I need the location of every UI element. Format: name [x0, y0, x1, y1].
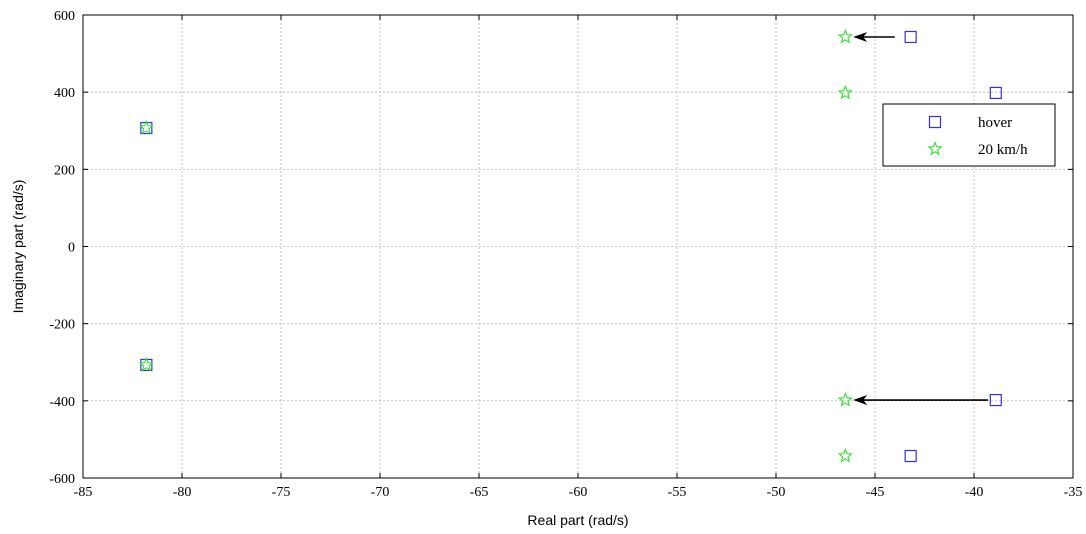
x-tick-label: -75 [272, 485, 291, 500]
legend-label: 20 km/h [978, 142, 1028, 158]
speed-20-point [138, 356, 154, 372]
legend-label: hover [978, 115, 1012, 131]
legend-box [882, 103, 1056, 167]
x-tick-label: -50 [767, 485, 786, 500]
x-tick-label: -80 [173, 485, 192, 500]
y-tick-label: 200 [54, 163, 75, 178]
axis-ticks: -85 -80 -75 -70 -65 -60 -55 -50 -45 -40 -35 -600 -40… [49, 9, 1082, 500]
y-tick-label: -600 [49, 472, 75, 487]
data-points [138, 28, 1002, 463]
hover-point [904, 449, 917, 463]
y-tick-label: 600 [54, 9, 75, 24]
y-tick-label: 400 [54, 86, 75, 101]
legend: hover 20 km/h [882, 103, 1056, 167]
hover-point [989, 393, 1002, 407]
x-tick-label: -70 [371, 485, 390, 500]
annotation-arrows [853, 31, 988, 406]
speed-20-point [837, 84, 853, 100]
x-tick-label: -85 [74, 485, 93, 500]
x-tick-label: -40 [965, 485, 984, 500]
x-axis-title: Real part (rad/s) [527, 512, 628, 528]
legend-marker-hover [928, 115, 942, 129]
speed-20-point [837, 392, 853, 407]
y-tick-label: 0 [68, 241, 75, 256]
hover-point [989, 86, 1002, 100]
x-tick-label: -55 [668, 485, 687, 500]
y-tick-label: -200 [49, 318, 75, 333]
x-tick-label: -60 [569, 485, 588, 500]
speed-20-point [138, 120, 154, 135]
speed-20-point [837, 28, 853, 44]
y-tick-label: -400 [49, 395, 75, 410]
x-tick-label: -45 [866, 485, 885, 500]
hover-point [904, 30, 917, 44]
x-tick-label: -65 [470, 485, 489, 500]
x-tick-label: -35 [1064, 485, 1083, 500]
y-axis-title: Imaginary part (rad/s) [10, 180, 26, 314]
speed-20-point [837, 447, 853, 463]
legend-marker-speed-20 [927, 140, 943, 156]
